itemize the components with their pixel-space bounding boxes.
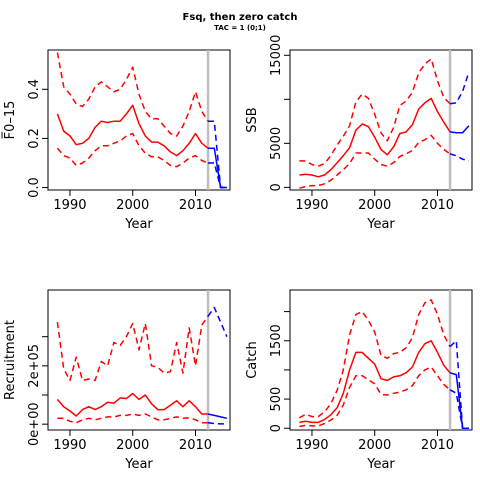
figure-title: Fsq, then zero catch	[183, 12, 298, 23]
x-tick-label: 1990	[53, 198, 86, 213]
historic-upper-line	[299, 58, 451, 167]
panel-fbar: 1990 2000 2010 Year 0.0 0.2 0.4 F̅0–15	[2, 49, 231, 232]
x-tick-label: 2010	[421, 438, 454, 453]
x-tick-label: 2010	[421, 198, 454, 213]
panel-catch: 1990 2000 2010 Year 0 500 1500 Catch	[245, 289, 473, 472]
historic-median-line	[299, 97, 451, 178]
projection-lower-line	[207, 421, 227, 425]
x-axis-label: Year	[124, 217, 153, 232]
historic-lower-line	[57, 413, 208, 424]
projection-upper-line	[449, 71, 470, 105]
y-tick-label: 15000	[269, 35, 284, 76]
x-tick-label: 2000	[116, 438, 149, 453]
projection-upper-line	[449, 340, 469, 430]
y-tick-label: 0	[269, 183, 284, 191]
y-tick-label: 0.0	[27, 177, 42, 198]
y-tick-label: 0e+00	[27, 402, 42, 446]
x-axis-label: Year	[366, 217, 395, 232]
x-tick-label: 1990	[295, 438, 328, 453]
projection-lower-line	[449, 153, 470, 162]
projection-upper-line	[208, 120, 227, 189]
plot-frame	[47, 289, 231, 431]
panel-recruitment: 1990 2000 2010 Year 0e+00 2e+05 Recruitment	[3, 289, 231, 472]
panel-ssb: 1990 2000 2010 Year 0 5000 15000 SSB	[245, 35, 473, 232]
x-tick-label: 1990	[295, 198, 328, 213]
y-axis-label: Recruitment	[3, 320, 18, 400]
historic-lower-line	[299, 366, 451, 428]
projection-upper-line	[207, 306, 228, 337]
historic-median-line	[56, 392, 208, 417]
y-axis-label: SSB	[245, 107, 260, 132]
plot-frame	[47, 49, 231, 191]
y-tick-label: 2e+05	[27, 344, 42, 388]
plot-frame	[289, 49, 473, 191]
historic-upper-line	[299, 299, 451, 419]
y-axis-label: F̅0–15	[2, 101, 18, 140]
historic-lower-line	[56, 132, 209, 168]
x-tick-label: 2010	[179, 438, 212, 453]
plot-frame	[289, 289, 473, 431]
x-tick-label: 2000	[358, 438, 391, 453]
historic-upper-line	[56, 315, 209, 382]
y-tick-label: 1500	[269, 324, 284, 357]
x-tick-label: 2010	[179, 198, 212, 213]
y-tick-label: 500	[269, 387, 284, 412]
projection-median-line	[449, 372, 469, 430]
y-tick-label: 0.4	[27, 79, 42, 100]
x-tick-label: 2000	[116, 198, 149, 213]
x-axis-label: Year	[124, 457, 153, 472]
historic-median-line	[299, 340, 451, 424]
projection-median-line	[207, 413, 228, 420]
y-tick-label: 5000	[269, 127, 284, 160]
historic-median-line	[56, 104, 209, 157]
x-tick-label: 1990	[53, 438, 86, 453]
y-axis-label: Catch	[245, 341, 260, 379]
projection-median-line	[208, 147, 227, 189]
historic-lower-line	[299, 134, 451, 189]
historic-upper-line	[56, 52, 209, 137]
y-tick-label: 0.2	[27, 128, 42, 149]
y-tick-label: 0	[269, 424, 284, 432]
x-axis-label: Year	[366, 457, 395, 472]
figure-subtitle: TAC = 1 (0;1)	[214, 24, 266, 32]
projection-median-line	[449, 125, 470, 134]
x-tick-label: 2000	[358, 198, 391, 213]
